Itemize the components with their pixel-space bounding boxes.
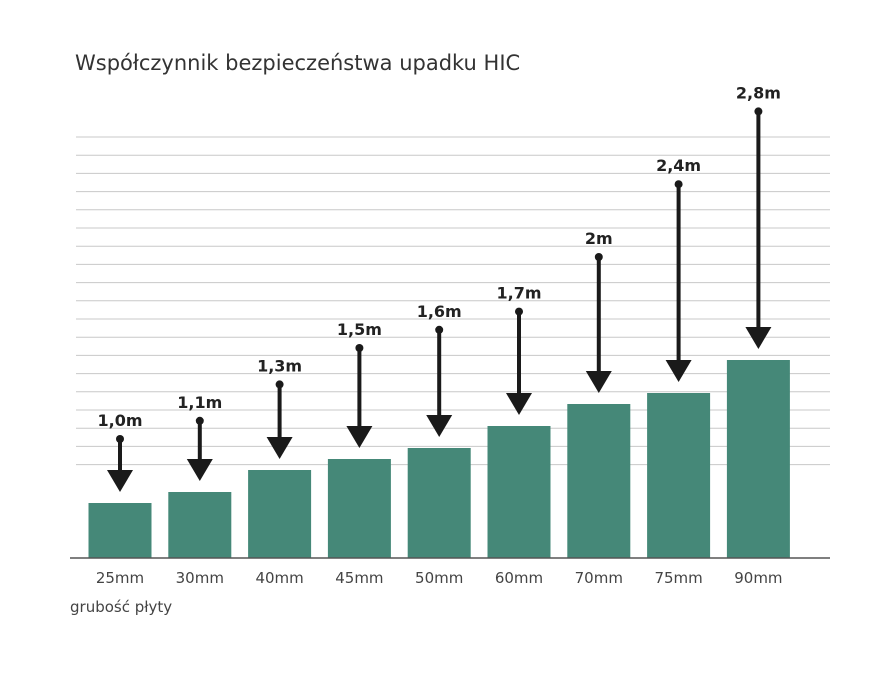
grid-lines [76,136,830,466]
bars [88,360,790,558]
arrow-head [506,393,532,415]
data-label-60mm: 1,7m [496,284,541,303]
data-label-30mm: 1,1m [177,393,222,412]
fall-height-arrows: 1,0m 1,1m 1,3m 1,5m 1,6m 1,7m 2m 2,4m 2,8m [97,83,781,492]
bar-70mm [567,404,631,558]
arrow-50mm [426,325,453,437]
arrow-head [186,459,213,481]
x-tick-70mm: 70mm [575,569,623,587]
x-tick-40mm: 40mm [255,569,303,587]
data-label-45mm: 1,5m [337,320,382,339]
x-tick-50mm: 50mm [415,569,463,587]
data-label-90mm: 2,8m [736,83,781,102]
arrow-60mm [506,307,532,415]
chart-title: Współczynnik bezpieczeństwa upadku HIC [75,51,520,75]
arrow-90mm [745,107,772,349]
arrow-75mm [665,180,692,382]
arrow-head [107,470,133,492]
arrow-head [585,371,612,393]
arrow-70mm [585,253,612,393]
x-tick-25mm: 25mm [96,569,144,587]
data-label-50mm: 1,6m [417,302,462,321]
x-tick-60mm: 60mm [495,569,543,587]
arrow-head [266,437,293,459]
x-tick-90mm: 90mm [734,569,782,587]
arrow-30mm [186,416,213,481]
bar-50mm [407,448,471,558]
arrow-40mm [266,380,293,459]
bar-40mm [248,470,312,558]
arrow-25mm [107,435,133,492]
arrow-head [426,415,453,437]
bar-90mm [726,360,790,558]
x-tick-45mm: 45mm [335,569,383,587]
bar-25mm [88,503,152,558]
arrow-head [346,426,373,448]
data-label-75mm: 2,4m [656,156,701,175]
bar-75mm [647,393,711,558]
arrow-head [665,360,692,382]
arrow-45mm [346,344,373,448]
x-tick-labels: 25mm 30mm 40mm 45mm 50mm 60mm 70mm 75mm 90mm [96,569,783,587]
x-tick-75mm: 75mm [654,569,702,587]
bar-45mm [327,459,391,558]
data-label-25mm: 1,0m [97,411,142,430]
data-label-40mm: 1,3m [257,356,302,375]
x-axis-label: grubość płyty [70,598,172,616]
bar-60mm [487,426,551,558]
x-tick-30mm: 30mm [176,569,224,587]
arrow-head [745,327,772,349]
bar-30mm [168,492,232,558]
data-label-70mm: 2m [585,229,613,248]
